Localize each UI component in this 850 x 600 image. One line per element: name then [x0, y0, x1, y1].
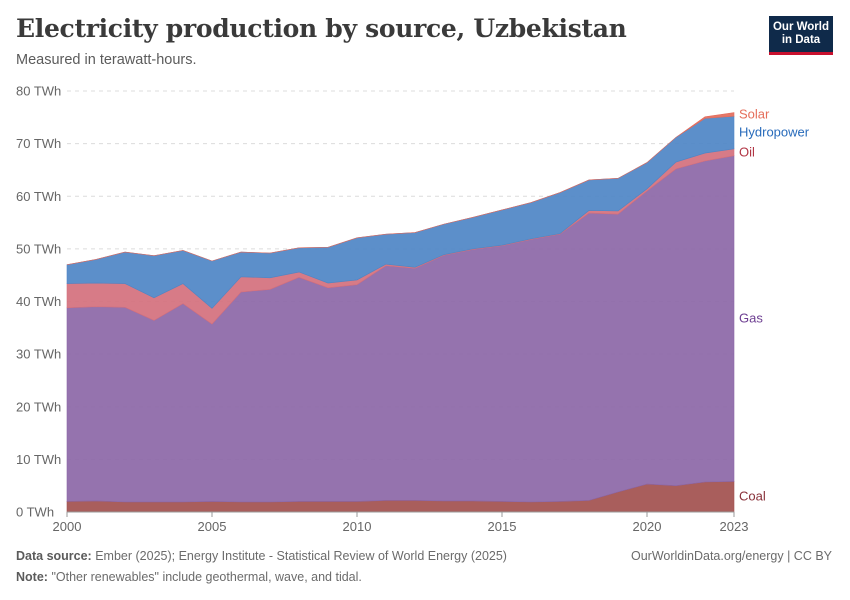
y-tick-label: 30 TWh [16, 347, 61, 362]
y-tick-label: 20 TWh [16, 399, 61, 414]
x-tick-label: 2000 [53, 519, 82, 534]
data-source-line: Data source: Ember (2025); Energy Instit… [16, 549, 507, 563]
data-source-text[interactable]: Ember (2025); Energy Institute - Statist… [95, 549, 507, 563]
note-label: Note: [16, 570, 48, 584]
y-tick-label: 80 TWh [16, 84, 61, 99]
y-tick-label: 40 TWh [16, 294, 61, 309]
y-tick-label: 70 TWh [16, 136, 61, 151]
x-tick-label: 2005 [198, 519, 227, 534]
credit-link[interactable]: OurWorldinData.org/energy | CC BY [630, 549, 832, 563]
series-label-oil[interactable]: Oil [739, 144, 755, 159]
area-gas[interactable] [66, 155, 735, 503]
series-label-solar[interactable]: Solar [739, 106, 770, 121]
x-tick-label: 2020 [633, 519, 662, 534]
series-labels: Coal Gas Oil Hydropower Solar [739, 106, 810, 503]
y-axis: 0 TWh 10 TWh 20 TWh 30 TWh 40 TWh 50 TWh 60 TW… [16, 84, 61, 520]
chart-subtitle: Measured in terawatt-hours. [16, 52, 197, 68]
x-tick-label: 2010 [343, 519, 372, 534]
series-label-hydropower[interactable]: Hydropower [739, 125, 810, 140]
x-axis: 2000 2005 2010 2015 2020 2023 [53, 511, 749, 534]
owid-logo[interactable]: Our World in Data [769, 16, 833, 55]
logo-line-2: in Data [781, 34, 821, 46]
logo-line-1: Our World [772, 21, 829, 33]
y-tick-label: 60 TWh [16, 189, 61, 204]
y-tick-label: 0 TWh [16, 505, 54, 520]
y-tick-label: 50 TWh [16, 241, 61, 256]
chart-title: Electricity production by source, Uzbeki… [16, 14, 627, 43]
series-label-gas[interactable]: Gas [739, 311, 763, 326]
x-tick-label: 2023 [720, 519, 749, 534]
area-solar[interactable] [66, 112, 735, 265]
note-line: Note: "Other renewables" include geother… [16, 570, 362, 584]
stacked-areas [66, 112, 735, 513]
y-tick-label: 10 TWh [16, 452, 61, 467]
x-tick-label: 2015 [488, 519, 517, 534]
series-label-coal[interactable]: Coal [739, 489, 766, 504]
note-text: "Other renewables" include geothermal, w… [51, 570, 362, 584]
data-source-label: Data source: [16, 549, 92, 563]
